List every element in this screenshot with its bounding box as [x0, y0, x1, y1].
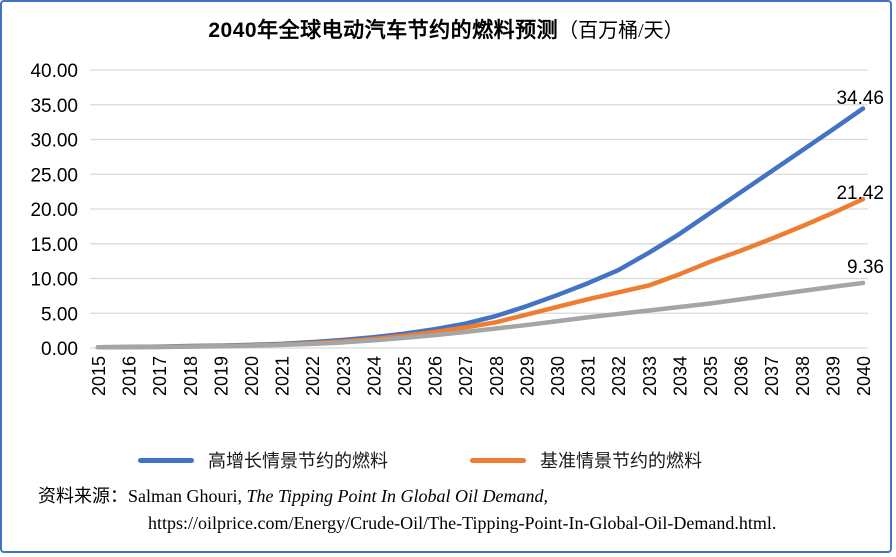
x-tick-label: 2035 [701, 356, 721, 396]
series-line-2 [95, 280, 866, 350]
data-label-high-scenario: 34.46 [836, 88, 884, 109]
x-tick-label: 2032 [609, 356, 629, 396]
x-tick-label: 2021 [273, 356, 293, 396]
source-prefix: 资料来源： [38, 486, 128, 506]
legend-item-high-scenario: 高增长情景节约的燃料 [138, 446, 388, 474]
legend-swatch-blue-line [138, 457, 194, 463]
y-tick-label: 0.00 [41, 339, 78, 360]
y-tick-label: 5.00 [41, 304, 78, 325]
x-tick-label: 2031 [579, 356, 599, 396]
x-tick-label: 2027 [456, 356, 476, 396]
x-tick-label: 2018 [181, 356, 201, 396]
source-line-1: 资料来源：Salman Ghouri, The Tipping Point In… [38, 483, 776, 510]
x-tick-label: 2022 [303, 356, 323, 396]
x-tick-label: 2019 [211, 356, 231, 396]
x-tick-label: 2016 [120, 356, 140, 396]
x-tick-label: 2017 [150, 356, 170, 396]
y-tick-label: 35.00 [30, 96, 78, 117]
legend-label: 高增长情景节约的燃料 [208, 451, 388, 471]
y-tick-label: 20.00 [30, 200, 78, 221]
x-tick-label: 2030 [548, 356, 568, 396]
source-url: https://oilprice.com/Energy/Crude-Oil/Th… [148, 513, 777, 533]
source-author: Salman Ghouri, [128, 486, 247, 506]
source-note: 资料来源：Salman Ghouri, The Tipping Point In… [38, 483, 776, 537]
x-tick-label: 2023 [334, 356, 354, 396]
chart-title: 2040年全球电动汽车节约的燃料预测（百万桶/天） [2, 14, 890, 44]
y-tick-label: 10.00 [30, 270, 78, 291]
data-label-base-scenario: 21.42 [836, 183, 884, 204]
legend-swatch-orange-line [470, 457, 526, 463]
x-tick-label: 2038 [793, 356, 813, 396]
x-tick-label: 2025 [395, 356, 415, 396]
y-tick-label: 30.00 [30, 131, 78, 152]
series-line-0 [95, 106, 866, 350]
x-tick-label: 2033 [640, 356, 660, 396]
data-label-gray-scenario: 9.36 [847, 257, 884, 278]
legend-item-base-scenario: 基准情景节约的燃料 [470, 446, 702, 474]
x-tick-label: 2036 [732, 356, 752, 396]
chart-title-main: 2040年全球电动汽车节约的燃料预测 [208, 19, 559, 42]
chart-title-unit: （百万桶/天） [558, 20, 684, 42]
x-tick-label: 2034 [670, 356, 690, 396]
x-tick-label: 2037 [762, 356, 782, 396]
legend-label: 基准情景节约的燃料 [540, 451, 702, 471]
x-tick-label: 2039 [823, 356, 843, 396]
series-line-1 [95, 196, 866, 350]
x-tick-label: 2024 [364, 356, 384, 396]
y-tick-label: 25.00 [30, 165, 78, 186]
x-tick-label: 2040 [854, 356, 874, 396]
x-tick-label: 2028 [487, 356, 507, 396]
x-tick-label: 2029 [517, 356, 537, 396]
y-tick-label: 15.00 [30, 235, 78, 256]
x-tick-label: 2026 [426, 356, 446, 396]
x-tick-label: 2015 [89, 356, 109, 396]
source-work-title: The Tipping Point In Global Oil Demand, [246, 486, 549, 506]
x-tick-label: 2020 [242, 356, 262, 396]
y-tick-label: 40.00 [30, 61, 78, 82]
